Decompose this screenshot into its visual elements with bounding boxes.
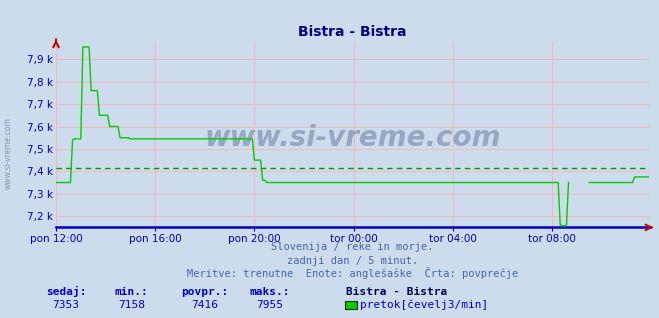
Text: Slovenija / reke in morje.: Slovenija / reke in morje. xyxy=(272,242,434,252)
Text: Meritve: trenutne  Enote: anglešaške  Črta: povprečje: Meritve: trenutne Enote: anglešaške Črta… xyxy=(187,267,518,279)
Text: maks.:: maks.: xyxy=(250,287,291,297)
Text: www.si-vreme.com: www.si-vreme.com xyxy=(3,117,13,189)
Text: www.si-vreme.com: www.si-vreme.com xyxy=(204,124,501,152)
Text: 7158: 7158 xyxy=(119,300,145,310)
Text: min.:: min.: xyxy=(115,287,149,297)
Text: povpr.:: povpr.: xyxy=(181,287,228,297)
Text: Bistra - Bistra: Bistra - Bistra xyxy=(346,287,447,297)
Text: zadnji dan / 5 minut.: zadnji dan / 5 minut. xyxy=(287,256,418,266)
Text: pretok[čevelj3/min]: pretok[čevelj3/min] xyxy=(360,299,488,310)
Text: 7955: 7955 xyxy=(257,300,283,310)
Text: sedaj:: sedaj: xyxy=(45,286,86,297)
Text: 7353: 7353 xyxy=(53,300,79,310)
Text: 7416: 7416 xyxy=(191,300,217,310)
Title: Bistra - Bistra: Bistra - Bistra xyxy=(299,25,407,39)
